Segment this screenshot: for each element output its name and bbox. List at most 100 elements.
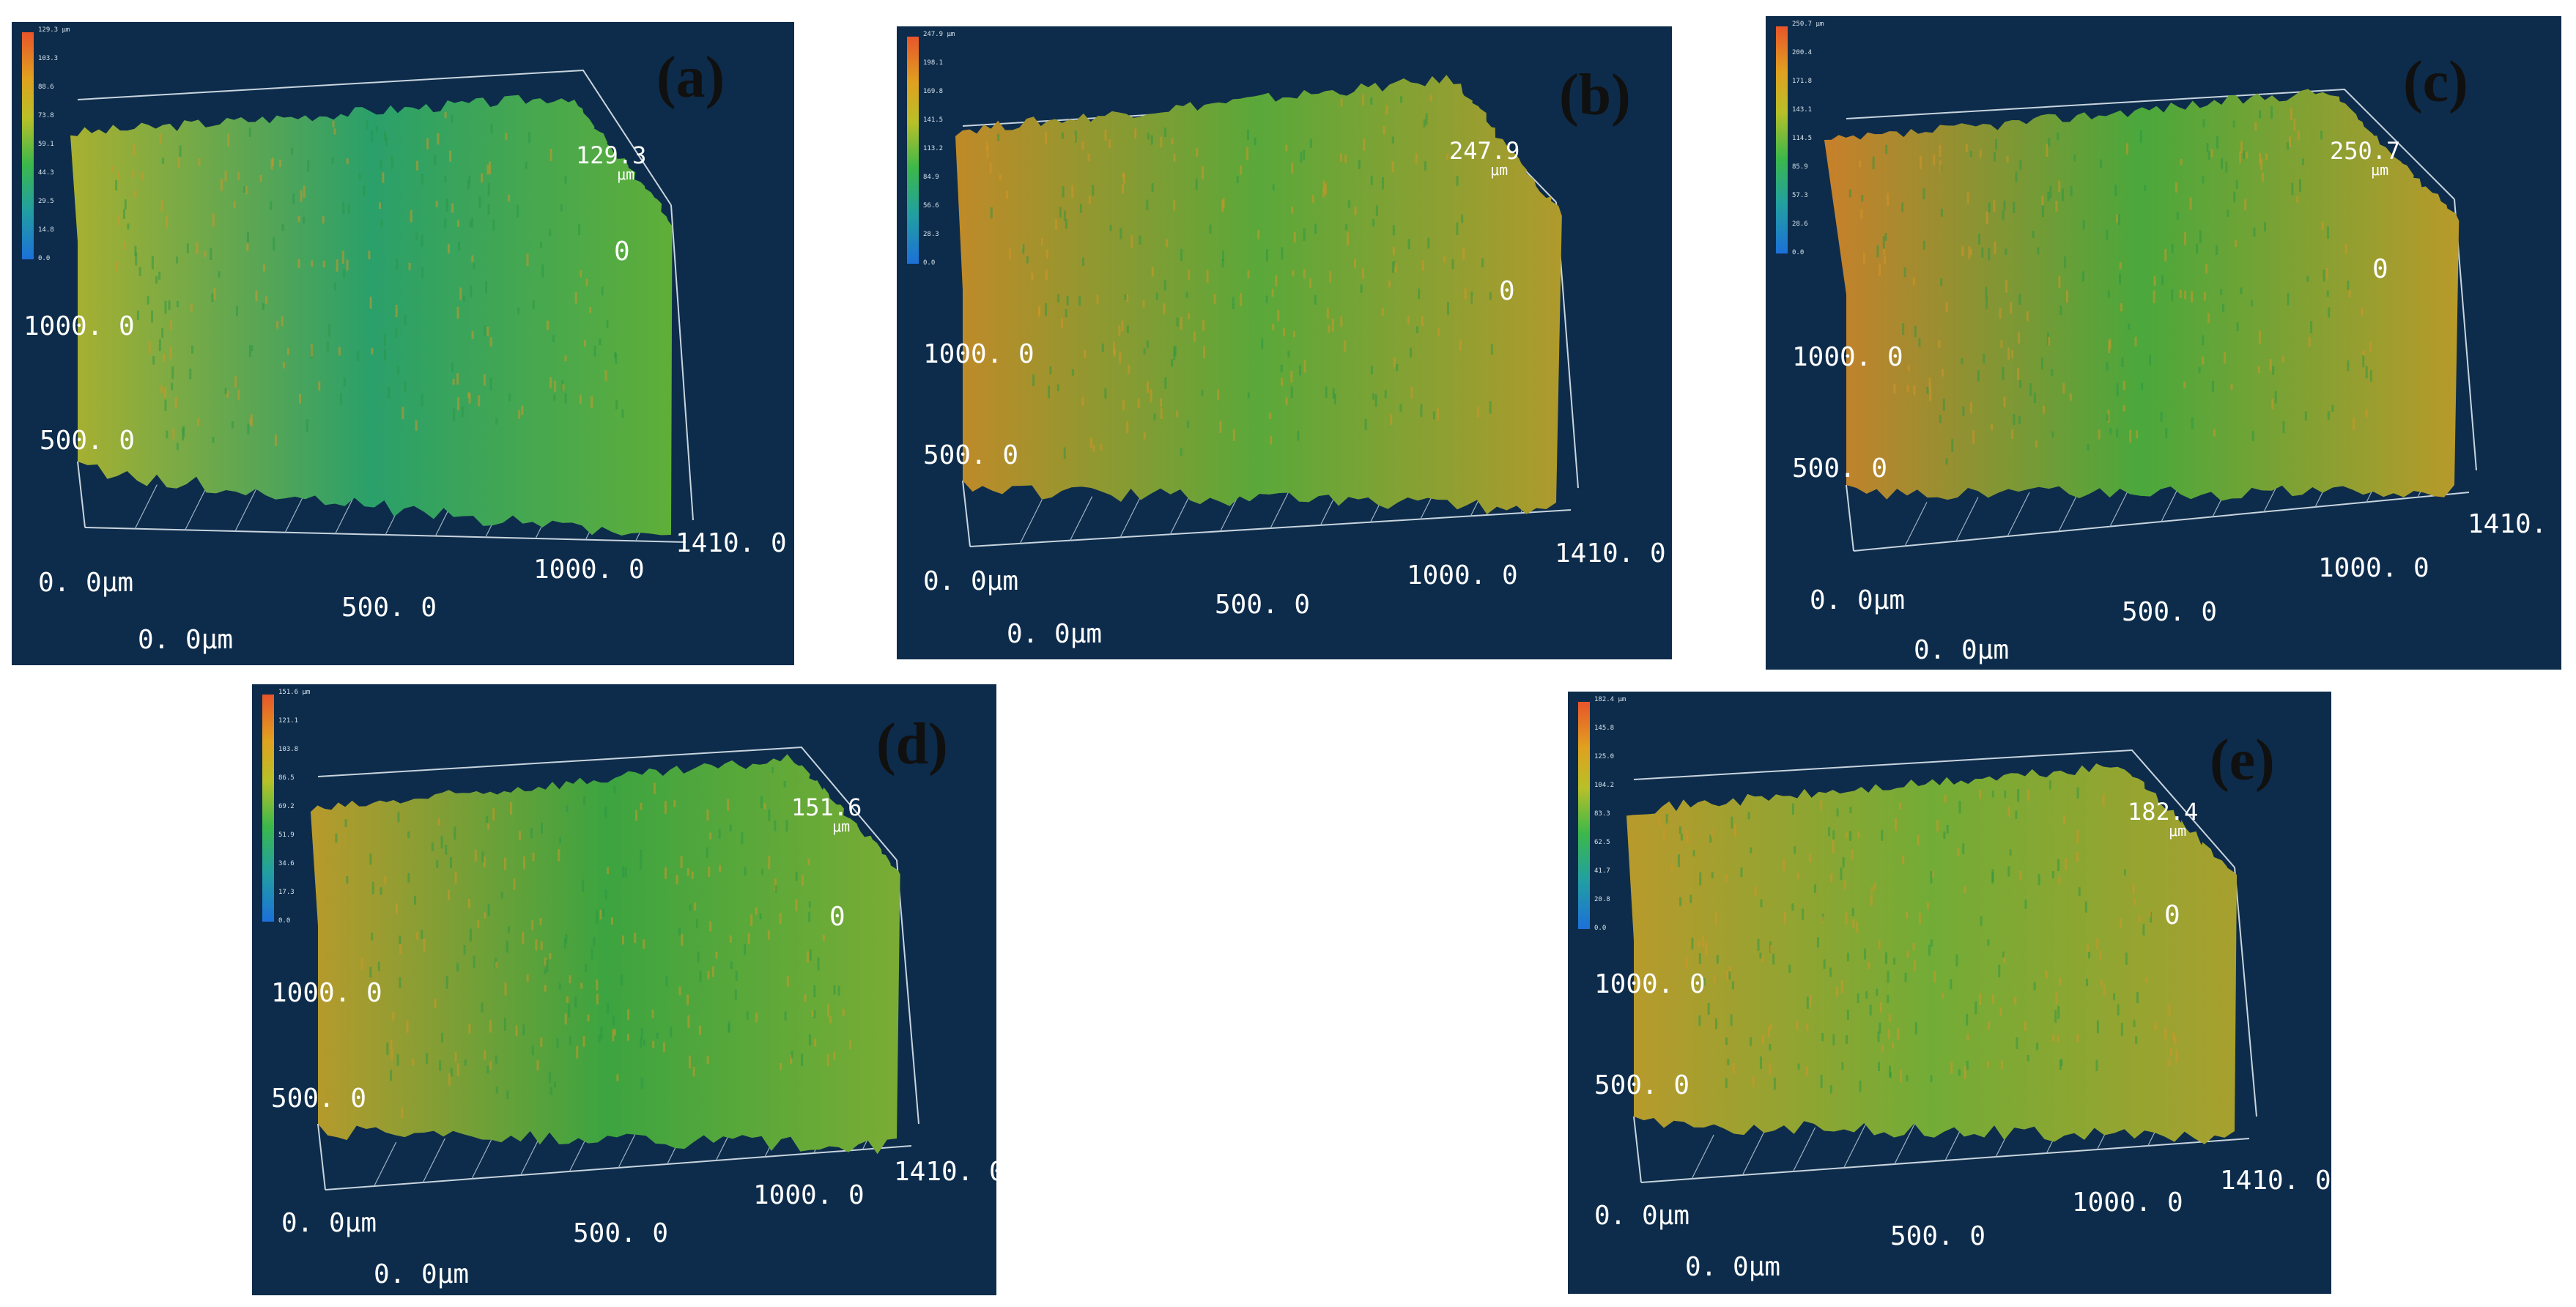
x-label-origin-e: 0. 0μm (1685, 1252, 1781, 1282)
surface-texture (640, 849, 643, 858)
surface-texture (2298, 130, 2301, 141)
surface-texture (127, 223, 130, 230)
surface-texture (246, 242, 249, 251)
surface-texture (2036, 1043, 2039, 1051)
surface-texture (1364, 418, 1367, 430)
surface-texture (134, 245, 137, 256)
surface-texture (2270, 105, 2273, 119)
surface-texture (1410, 347, 1413, 358)
surface-texture (2240, 287, 2243, 295)
surface-texture (1848, 189, 1851, 198)
surface-texture (1783, 911, 1786, 924)
surface-texture (990, 207, 993, 219)
surface-texture (1823, 959, 1826, 969)
surface-texture (1299, 365, 1302, 376)
colorbar-tick: 121.1 (278, 717, 299, 725)
surface-texture (833, 1051, 836, 1060)
colorbar-tick: 84.9 (923, 174, 939, 181)
surface-texture (1802, 908, 1805, 920)
surface-texture (1048, 385, 1051, 399)
surface-mesh (955, 75, 1562, 515)
surface-texture (989, 162, 992, 174)
surface-texture (1126, 325, 1129, 333)
surface-texture (456, 220, 459, 227)
surface-texture (795, 872, 798, 881)
surface-texture (1713, 975, 1716, 983)
surface-texture (681, 934, 684, 946)
colorbar-tick: 29.5 (38, 198, 54, 205)
surface-texture (233, 200, 236, 209)
surface-texture (471, 330, 474, 339)
surface-texture (471, 255, 474, 262)
y-label-origin-d: 0. 0μm (281, 1208, 377, 1238)
surface-texture (1728, 966, 1731, 977)
surface-texture (680, 856, 683, 868)
surface-texture (495, 1086, 498, 1094)
surface-texture (2007, 866, 2010, 877)
surface-texture (1388, 281, 1391, 288)
surface-texture (579, 394, 582, 404)
surface-texture (1240, 293, 1243, 306)
surface-texture (1372, 393, 1375, 400)
surface-texture (755, 1012, 758, 1023)
surface-texture (141, 171, 144, 181)
colorbar-ticks-c: 250.7 μm 200.4 171.8 143.1 114.5 85.9 57.3 28.6… (1792, 21, 1851, 262)
colorbar-tick: 14.8 (38, 226, 54, 234)
surface-texture (1381, 308, 1384, 316)
surface-texture (369, 966, 372, 978)
surface-texture (279, 159, 282, 168)
surface-texture (634, 810, 637, 821)
surface-texture (1087, 153, 1090, 161)
colorbar-tick: 34.6 (278, 860, 295, 867)
surface-texture (1446, 154, 1448, 160)
surface-texture (2058, 275, 2061, 289)
surface-texture (1061, 318, 1064, 328)
surface-texture (1918, 338, 1921, 347)
surface-texture (492, 219, 495, 232)
surface-texture (699, 971, 702, 982)
surface-texture (706, 810, 709, 821)
surface-texture (1176, 317, 1179, 327)
surface-texture (1142, 300, 1145, 308)
surface-texture (1933, 971, 1936, 983)
surface-texture (395, 305, 398, 317)
surface-texture (1731, 816, 1733, 829)
surface-texture (281, 224, 284, 232)
surface-texture (328, 323, 331, 337)
surface-texture (204, 251, 207, 257)
surface-texture (640, 802, 643, 810)
surface-texture (1022, 243, 1025, 254)
surface-texture (1945, 458, 1948, 465)
surface-texture (1686, 830, 1689, 844)
surface-texture (136, 310, 139, 321)
surface-texture (2269, 359, 2272, 371)
y-label-1000-d: 1000. 0 (271, 978, 382, 1008)
surface-texture (673, 799, 676, 807)
surface-texture (1944, 794, 1947, 803)
surface-texture (522, 932, 525, 944)
surface-texture (734, 989, 737, 1001)
surface-texture (1173, 200, 1176, 211)
surface-texture (2144, 185, 2147, 191)
surface-texture (1143, 348, 1146, 355)
surface-texture (2120, 917, 2122, 928)
colorbar-tick: 0.0 (923, 259, 936, 267)
surface-texture (2107, 410, 2110, 423)
surface-texture (1725, 970, 1728, 980)
surface-texture (2113, 993, 2116, 1001)
surface-texture (549, 1071, 552, 1084)
surface-texture (2347, 281, 2350, 291)
surface-texture (1760, 899, 1763, 908)
surface-texture (624, 867, 627, 878)
surface-texture (375, 125, 378, 133)
surface-texture (2257, 366, 2260, 374)
surface-texture (1280, 364, 1283, 373)
surface-texture (580, 270, 582, 278)
surface-texture (1309, 138, 1312, 148)
surface-texture (771, 766, 774, 774)
surface-texture (2106, 414, 2109, 421)
surface-texture (2348, 289, 2351, 298)
surface-texture (1065, 309, 1067, 318)
surface-texture (169, 346, 172, 360)
surface-texture (1849, 807, 1852, 813)
